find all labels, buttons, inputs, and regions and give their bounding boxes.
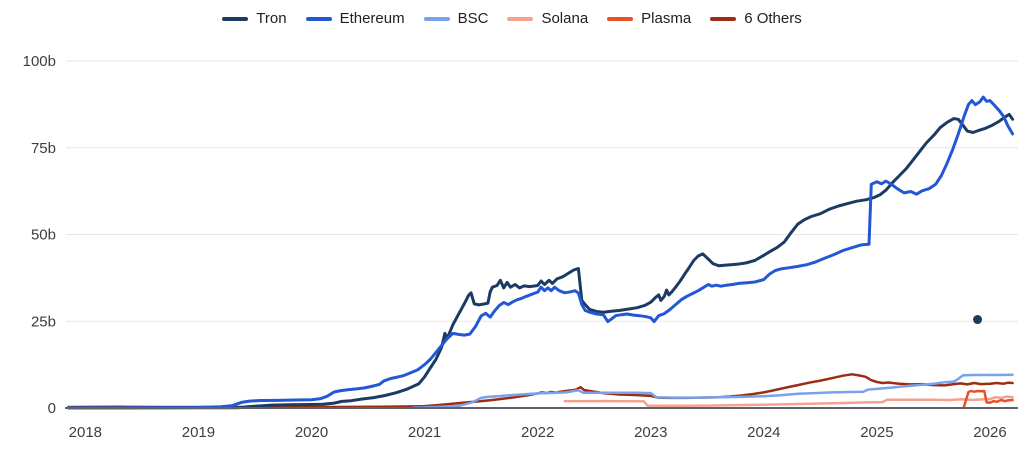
legend-item-solana[interactable]: Solana <box>507 9 588 29</box>
series-line-ethereum <box>66 95 1015 410</box>
x-tick-label-2019: 2019 <box>182 424 215 441</box>
y-tick-label-0: 0 <box>48 400 56 417</box>
legend-label-ethereum: Ethereum <box>339 10 405 27</box>
legend-label-solana: Solana <box>541 10 589 27</box>
legend-item-plasma[interactable]: Plasma <box>607 9 691 29</box>
y-tick-label-100b: 100b <box>23 53 56 70</box>
x-axis-labels: 2018 2019 2020 2021 2022 2023 2024 2025 2026 <box>69 424 1007 441</box>
legend-label-plasma: Plasma <box>641 10 692 27</box>
data-point-marker <box>973 315 983 325</box>
x-tick-label-2018: 2018 <box>69 424 102 441</box>
chart-legend: Tron Ethereum BSC Solana Plasma 6 Others <box>0 9 1024 29</box>
legend-swatch-solana <box>507 17 534 21</box>
legend-swatch-plasma <box>607 17 634 21</box>
legend-label-tron: Tron <box>256 10 287 27</box>
legend-item-tron[interactable]: Tron <box>222 9 287 29</box>
gridlines <box>66 60 1018 322</box>
legend-item-bsc[interactable]: BSC <box>423 9 489 29</box>
series-line-plasma <box>962 389 1014 408</box>
legend-item-ethereum[interactable]: Ethereum <box>305 9 405 29</box>
series-line-tron <box>66 112 1015 410</box>
legend-swatch-6-others <box>710 17 737 21</box>
series-lines <box>66 95 1015 410</box>
legend-swatch-bsc <box>423 17 450 21</box>
y-tick-label-25b: 25b <box>31 313 56 330</box>
x-tick-label-2023: 2023 <box>634 424 667 441</box>
y-tick-label-75b: 75b <box>31 140 56 157</box>
x-tick-label-2021: 2021 <box>408 424 441 441</box>
legend-label-bsc: BSC <box>457 10 489 27</box>
y-axis-labels: 0 25b 50b 75b 100b <box>23 53 56 417</box>
x-tick-label-2025: 2025 <box>860 424 893 441</box>
legend-label-6-others: 6 Others <box>744 10 802 27</box>
series-line-solana <box>563 395 1014 407</box>
x-tick-label-2024: 2024 <box>747 424 780 441</box>
x-tick-label-2026: 2026 <box>973 424 1006 441</box>
series-line-bsc <box>412 373 1014 409</box>
legend-item-6-others[interactable]: 6 Others <box>710 9 802 29</box>
y-tick-label-50b: 50b <box>31 227 56 244</box>
legend-swatch-ethereum <box>305 17 332 21</box>
x-tick-label-2022: 2022 <box>521 424 554 441</box>
legend-swatch-tron <box>222 17 249 21</box>
x-tick-label-2020: 2020 <box>295 424 328 441</box>
